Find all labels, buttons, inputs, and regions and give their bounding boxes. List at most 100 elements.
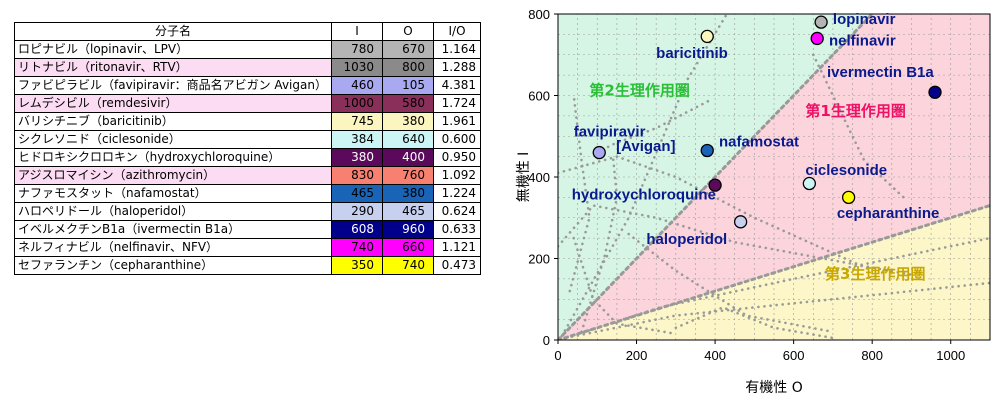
point-label: nafamostat (719, 133, 799, 150)
table-row: セファランチン（cepharanthine） 350 740 0.473 (14, 256, 481, 275)
table-row: ネルフィナビル（nelfinavir、NFV） 740 660 1.121 (14, 238, 481, 257)
molecule-name-cell: ネルフィナビル（nelfinavir、NFV） (14, 238, 332, 257)
x-tick-label: 800 (861, 348, 883, 363)
decorative-dotted-curve (558, 204, 913, 277)
y-tick-label: 200 (528, 252, 550, 267)
table-row: ロピナビル（lopinavir、LPV） 780 670 1.164 (14, 40, 481, 59)
table-row: レムデシビル（remdesivir） 1000 580 1.724 (14, 94, 481, 113)
organic-value-cell: 660 (382, 238, 434, 257)
point-label: [Avigan] (616, 138, 675, 155)
inorganic-value-cell: 290 (331, 202, 383, 221)
io-table: 分子名 I O I/O ロピナビル（lopinavir、LPV） 780 670 1.… (14, 22, 481, 275)
point-labels: lopinavir nelfinavir baricitinib ivermectin… (572, 11, 940, 248)
organic-value-cell: 670 (382, 40, 434, 59)
organic-value-cell: 380 (382, 112, 434, 131)
inorganic-value-cell: 1000 (331, 94, 383, 113)
header-inorganic: I (331, 22, 383, 41)
inorganic-value-cell: 830 (331, 166, 383, 185)
ratio-value-cell: 1.288 (433, 58, 481, 77)
decorative-dotted-curve (572, 236, 678, 336)
organic-value-cell: 640 (382, 130, 434, 149)
decorative-dotted-curve (560, 14, 729, 338)
inorganic-value-cell: 350 (331, 256, 383, 275)
inorganic-value-cell: 745 (331, 112, 383, 131)
data-point (700, 29, 714, 44)
region-label: 第2生理作用圏 (589, 82, 689, 100)
y-tick-label: 400 (528, 170, 550, 185)
organic-value-cell: 105 (382, 76, 434, 95)
data-point (708, 178, 722, 192)
molecule-name-cell: ファビピラビル（favipiravir：商品名アビガン Avigan） (14, 76, 332, 95)
data-point (592, 145, 606, 160)
x-tick-label: 1000 (936, 348, 965, 363)
header-ratio: I/O (433, 22, 481, 41)
table-row: ナファモスタット（nafamostat） 465 380 1.224 (14, 184, 481, 203)
ratio-value-cell: 1.961 (433, 112, 481, 131)
organic-value-cell: 960 (382, 220, 434, 239)
x-axis-label: 有機性 O (745, 380, 802, 396)
x-tick-label: 0 (554, 348, 561, 363)
ratio-value-cell: 1.724 (433, 94, 481, 113)
decorative-dotted-curve (564, 281, 990, 340)
region-label: 第1生理作用圏 (805, 102, 905, 120)
molecule-name-cell: リトナビル（ritonavir、RTV） (14, 58, 332, 77)
molecule-name-cell: シクレソニド（ciclesonide） (14, 130, 332, 149)
organic-value-cell: 400 (382, 148, 434, 167)
point-label: nelfinavir (829, 32, 896, 49)
molecule-name-cell: レムデシビル（remdesivir） (14, 94, 332, 113)
y-tick-label: 800 (528, 7, 550, 22)
decorative-dotted-curve (674, 305, 835, 340)
molecule-name-cell: ヒドロキシクロロキン（hydroxychloroquine） (14, 148, 332, 167)
data-point (733, 215, 748, 229)
point-label: baricitinib (656, 45, 728, 62)
organic-value-cell: 580 (382, 94, 434, 113)
region-label: 第3生理作用圏 (825, 265, 925, 283)
data-points (592, 15, 942, 229)
table-row: ハロペリドール（haloperidol） 290 465 0.624 (14, 202, 481, 221)
molecule-name-cell: イベルメクチンB1a（ivermectin B1a） (14, 220, 332, 239)
organic-value-cell: 760 (382, 166, 434, 185)
organic-value-cell: 740 (382, 256, 434, 275)
x-tick-label: 200 (626, 348, 648, 363)
x-tick-label: 600 (783, 348, 805, 363)
decorative-dotted-curve (627, 232, 835, 334)
boundary-line-2 (558, 204, 990, 340)
point-label: hydroxychloroquine (572, 186, 716, 203)
header-organic: O (382, 22, 434, 41)
point-label: haloperidol (646, 231, 727, 248)
table-row: シクレソニド（ciclesonide） 384 640 0.600 (14, 130, 481, 149)
table-row: イベルメクチンB1a（ivermectin B1a） 608 960 0.633 (14, 220, 481, 239)
point-label: ivermectin B1a (827, 64, 934, 81)
table-row: ヒドロキシクロロキン（hydroxychloroquine） 380 400 0.95… (14, 148, 481, 167)
point-label: cepharanthine (837, 205, 940, 222)
axis-ticks: 0 200 400 600 800 1000 0 200 400 600 800 (528, 7, 965, 363)
ratio-value-cell: 1.164 (433, 40, 481, 59)
molecule-name-cell: セファランチン（cepharanthine） (14, 256, 332, 275)
data-point (841, 190, 856, 205)
inorganic-value-cell: 1030 (331, 58, 383, 77)
inorganic-value-cell: 740 (331, 238, 383, 257)
data-point (814, 15, 828, 29)
molecule-name-cell: アジスロマイシン（azithromycin） (14, 166, 332, 185)
y-axis-label: 無機性 I (516, 152, 532, 203)
table-row: リトナビル（ritonavir、RTV） 1030 800 1.288 (14, 58, 481, 77)
inorganic-value-cell: 380 (331, 148, 383, 167)
header-molecule-name: 分子名 (14, 22, 332, 41)
table-row: ファビピラビル（favipiravir：商品名アビガン Avigan） 460 10… (14, 76, 481, 95)
y-tick-label: 0 (543, 333, 550, 348)
data-point (928, 85, 942, 99)
decorative-dotted-curve (558, 155, 874, 273)
data-point (810, 31, 824, 46)
table-header-row: 分子名 I O I/O (14, 22, 481, 41)
organic-value-cell: 800 (382, 58, 434, 77)
organic-value-cell: 465 (382, 202, 434, 221)
decorative-dotted-curve (580, 155, 619, 334)
ratio-value-cell: 1.092 (433, 166, 481, 185)
data-point (802, 176, 816, 191)
organic-value-cell: 380 (382, 184, 434, 203)
inorganic-value-cell: 384 (331, 130, 383, 149)
point-label: lopinavir (833, 11, 896, 28)
point-label: favipiravir (574, 123, 646, 140)
molecule-name-cell: ロピナビル（lopinavir、LPV） (14, 40, 332, 59)
